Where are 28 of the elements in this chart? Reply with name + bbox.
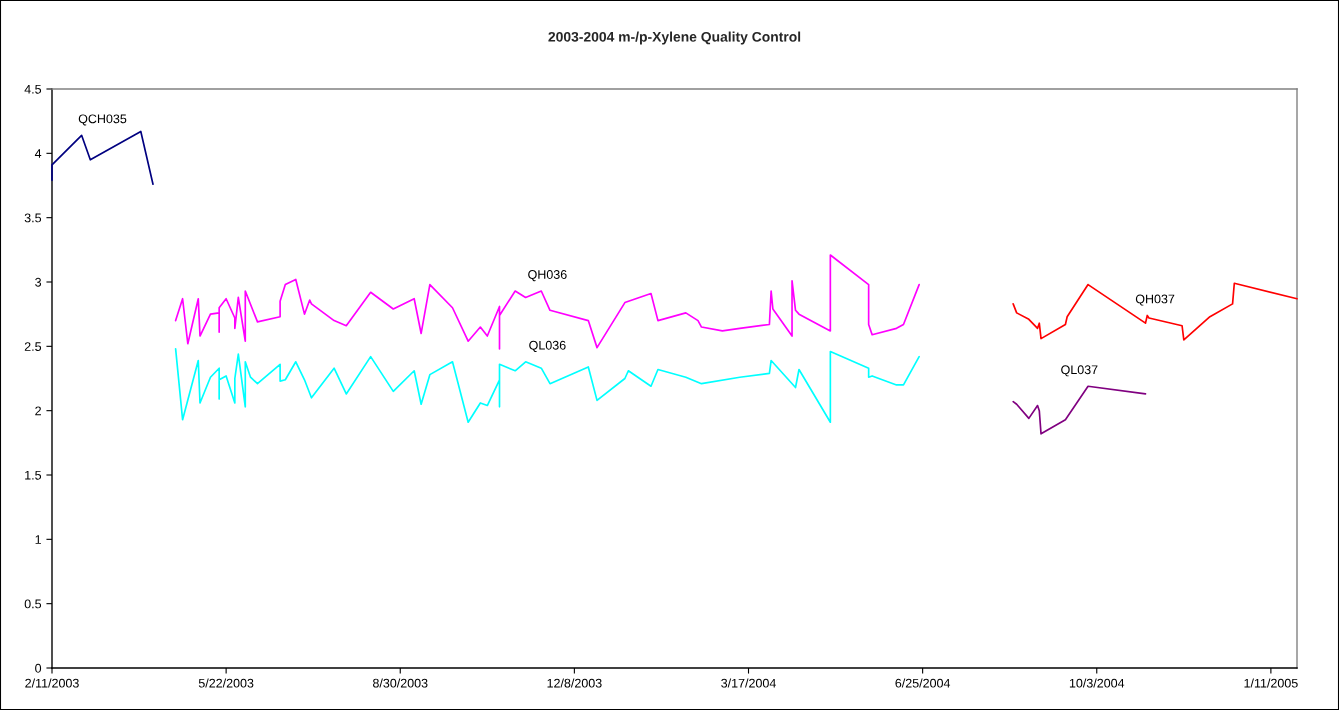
- line-series: [1012, 282, 1298, 341]
- line-series: [1012, 385, 1147, 435]
- line-series: [174, 254, 920, 350]
- y-tick-label: 4: [34, 149, 42, 158]
- chart-title: 2003-2004 m-/p-Xylene Quality Control: [548, 31, 801, 45]
- y-tick-label: 3: [35, 277, 42, 287]
- series-label: QL036: [529, 340, 566, 352]
- line-series: [51, 130, 154, 186]
- y-tick-label: 2: [35, 406, 41, 416]
- y-tick-label: 1.5: [25, 470, 42, 480]
- y-tick-label: 4.5: [24, 84, 42, 94]
- x-tick-label: 8/30/2003: [372, 678, 428, 688]
- x-tick-label: 3/17/2004: [721, 678, 776, 688]
- y-tick-label: 3.5: [24, 213, 42, 223]
- series-label: QH036: [528, 270, 567, 282]
- x-tick-label: 2/11/2003: [25, 678, 79, 688]
- x-tick-label: 12/8/2003: [547, 678, 602, 688]
- x-tick-label: 1/11/2005: [1244, 678, 1298, 688]
- y-tick-label: 2.5: [24, 342, 42, 351]
- y-tick-label: 1: [35, 535, 41, 544]
- y-tick-label: 0.5: [24, 599, 42, 609]
- series-label: QL037: [1061, 365, 1098, 377]
- y-tick-label: 0: [35, 663, 42, 673]
- x-tick-label: 10/3/2004: [1069, 678, 1125, 688]
- x-tick-label: 5/22/2003: [198, 678, 254, 688]
- x-tick-label: 6/25/2004: [895, 678, 951, 688]
- series-label: QCH035: [78, 114, 127, 126]
- series-label: QH037: [1135, 294, 1175, 306]
